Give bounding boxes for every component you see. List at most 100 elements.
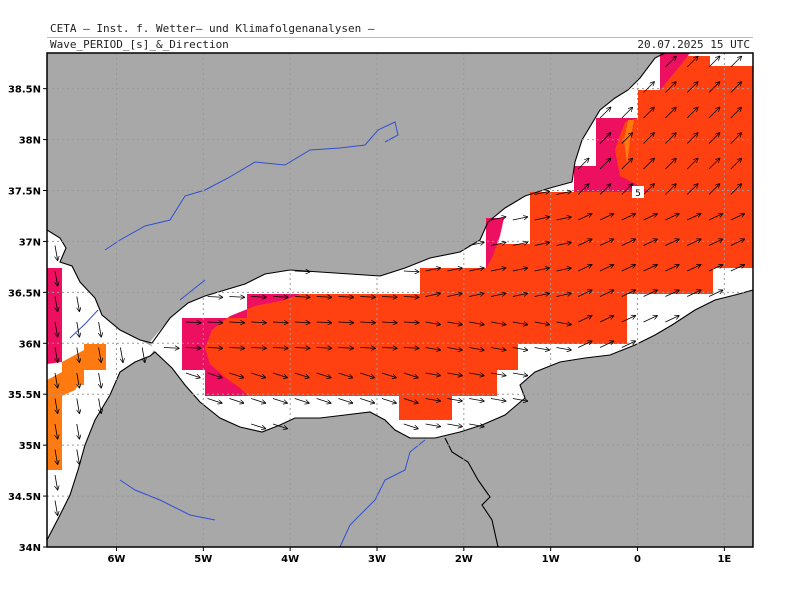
lon-tick-label: 5W — [194, 554, 212, 565]
direction-arrow — [55, 270, 58, 286]
direction-arrow — [272, 398, 287, 404]
direction-arrow — [643, 214, 658, 221]
direction-arrow — [708, 56, 720, 68]
direction-arrow — [55, 449, 58, 465]
lon-tick-label: 2W — [455, 554, 473, 565]
direction-arrow — [490, 399, 506, 402]
direction-arrow — [294, 322, 310, 323]
direction-arrow — [512, 348, 528, 351]
direction-arrow — [643, 82, 655, 93]
direction-arrow — [77, 398, 80, 414]
lat-tick-label: 35N — [19, 441, 41, 452]
direction-arrow — [469, 242, 484, 246]
direction-arrow — [381, 348, 397, 349]
direction-arrow — [686, 133, 698, 144]
direction-arrow — [599, 107, 611, 119]
direction-arrow — [338, 348, 353, 349]
direction-arrow — [578, 239, 592, 246]
direction-arrow — [207, 297, 223, 298]
direction-arrow — [621, 341, 636, 348]
direction-arrow — [99, 372, 102, 388]
direction-arrow — [229, 297, 244, 298]
direction-arrow — [294, 297, 310, 298]
direction-arrow — [512, 242, 528, 246]
direction-arrow — [512, 399, 528, 402]
lat-lon-grid — [47, 53, 753, 547]
lat-tick-label: 36N — [19, 339, 41, 350]
direction-arrow — [447, 293, 462, 297]
rivers — [69, 121, 426, 547]
direction-arrow — [556, 293, 571, 297]
direction-arrow — [207, 398, 222, 404]
direction-arrow — [534, 242, 550, 246]
direction-arrow — [621, 214, 636, 221]
lat-tick-label: 38.5N — [8, 85, 41, 96]
direction-arrow — [229, 372, 243, 378]
direction-arrow — [185, 322, 201, 323]
direction-arrow — [512, 268, 528, 272]
direction-arrow — [425, 424, 441, 427]
direction-arrow — [708, 82, 720, 93]
direction-arrow — [77, 372, 80, 388]
direction-arrow — [99, 321, 102, 337]
direction-arrow — [708, 184, 720, 195]
direction-arrow — [469, 348, 484, 351]
direction-arrow — [556, 322, 571, 325]
direction-arrow — [490, 373, 506, 376]
direction-arrow — [272, 297, 288, 298]
direction-arrow — [534, 348, 550, 351]
lat-tick-label: 34.5N — [8, 492, 41, 503]
direction-arrow — [207, 348, 223, 349]
lat-tick-label: 35.5N — [8, 390, 41, 401]
direction-arrow — [578, 265, 592, 272]
direction-arrow — [120, 347, 123, 363]
direction-arrow — [338, 372, 352, 378]
direction-arrow — [556, 191, 571, 195]
direction-arrow — [686, 82, 698, 93]
direction-arrow — [512, 322, 528, 325]
direction-arrow — [272, 372, 287, 378]
direction-arrow — [272, 348, 288, 349]
direction-arrow — [381, 398, 396, 404]
direction-arrow — [687, 290, 701, 297]
direction-arrow — [708, 214, 723, 221]
direction-arrow — [599, 214, 614, 221]
direction-arrow — [360, 372, 374, 378]
direction-arrow — [730, 184, 742, 195]
lon-tick-label: 1W — [542, 554, 560, 565]
direction-arrow — [447, 268, 462, 272]
direction-arrow — [316, 322, 332, 323]
direction-arrow — [360, 322, 375, 323]
direction-arrow — [207, 322, 223, 323]
direction-arrow — [185, 372, 200, 378]
direction-arrow — [55, 347, 58, 363]
direction-arrow — [556, 217, 571, 221]
coastline — [47, 53, 753, 547]
direction-arrow — [665, 158, 676, 170]
direction-arrow — [665, 290, 679, 297]
direction-arrow — [272, 322, 288, 323]
direction-arrow — [643, 316, 658, 323]
contour-label-text: 5 — [635, 189, 641, 199]
direction-arrow — [665, 56, 676, 68]
direction-arrow — [294, 348, 310, 349]
direction-arrow — [229, 398, 243, 404]
direction-arrow — [512, 293, 528, 297]
direction-arrow — [207, 372, 222, 378]
direction-arrow — [578, 290, 592, 297]
contour-label: 5 — [632, 186, 644, 199]
direction-arrow — [381, 297, 397, 298]
wave-period-shading — [47, 53, 753, 470]
direction-arrow — [77, 449, 80, 465]
valid-datetime: 20.07.2025 15 UTC — [637, 38, 750, 51]
direction-arrow — [512, 373, 528, 376]
direction-arrow — [99, 398, 102, 414]
direction-arrow — [55, 500, 58, 516]
direction-arrow — [643, 184, 655, 195]
direction-arrow — [577, 158, 589, 170]
direction-arrow — [469, 373, 484, 376]
direction-arrow — [316, 297, 332, 298]
direction-arrow — [381, 322, 397, 323]
direction-arrow — [708, 290, 723, 297]
direction-arrow — [665, 184, 676, 195]
